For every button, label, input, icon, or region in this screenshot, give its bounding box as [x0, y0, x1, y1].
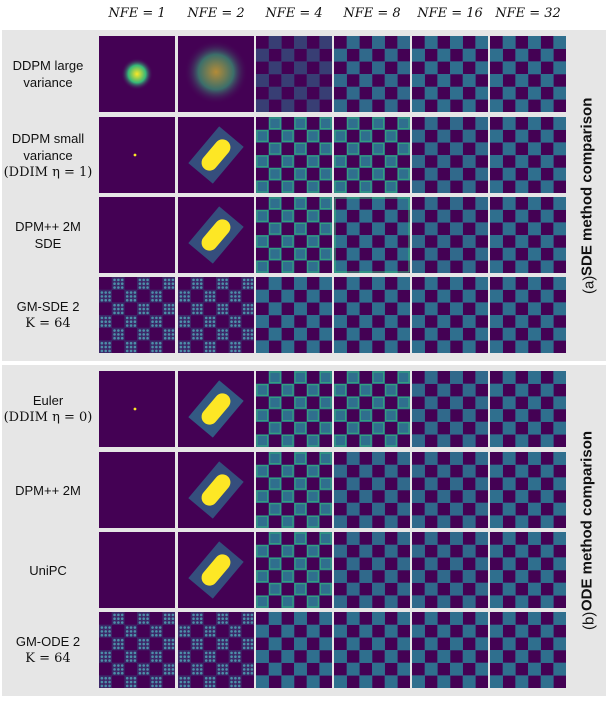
- row-label-line: GM-SDE 2: [16, 299, 80, 314]
- row-label-line: (DDIM η = 0): [3, 410, 93, 425]
- row-label-line: DDPM large: [12, 58, 84, 73]
- row-label-line: K = 64: [25, 316, 71, 331]
- sample-tile-checker-clean: [490, 452, 566, 528]
- row-label-line: DPM++ 2M: [15, 219, 81, 234]
- sample-tile-checker-blurry: [256, 36, 332, 112]
- sample-tile-checker-clean: [256, 277, 332, 353]
- column-header: NFE = 1: [108, 6, 166, 21]
- sample-tile-bar-diagonal: [178, 532, 254, 608]
- sample-tile-checker-clean: [334, 277, 410, 353]
- sample-tile-checker-rings: [256, 452, 332, 528]
- sample-tile-checker-clean: [412, 612, 488, 688]
- sample-tile-checker-clean: [490, 277, 566, 353]
- sample-tile-checker-clean: [490, 532, 566, 608]
- column-header: NFE = 16: [417, 6, 483, 21]
- sample-tile-checker-rings: [334, 371, 410, 447]
- row-label: UniPC: [0, 532, 96, 608]
- sample-tile-checker-grid: [99, 612, 175, 688]
- sample-tile-checker-rings: [256, 371, 332, 447]
- sample-tile-checker: [412, 197, 488, 273]
- sample-tile-checker-rings: [256, 117, 332, 193]
- row-label-line: (DDIM η = 1): [3, 164, 93, 180]
- section-label-prefix: (b): [580, 611, 598, 630]
- row-label: GM-SDE 2 K = 64: [0, 277, 96, 353]
- sample-tile-checker: [334, 452, 410, 528]
- section-label-title: SDE method comparison: [578, 97, 596, 276]
- sample-tile-checker-clean: [490, 36, 566, 112]
- sample-tile-checker: [412, 117, 488, 193]
- sample-tile-bar-diagonal: [178, 117, 254, 193]
- sample-tile-checker-clean: [334, 612, 410, 688]
- column-header: NFE = 2: [187, 6, 245, 21]
- row-label-line: DDPM small: [11, 130, 85, 146]
- row-label-line: variance: [23, 75, 73, 90]
- sample-tile-checker-clean: [490, 612, 566, 688]
- sample-tile-checker: [334, 36, 410, 112]
- sample-tile-checker-rings: [256, 197, 332, 273]
- section-label: (b) ODE method comparison: [576, 365, 602, 696]
- row-label-line: UniPC: [29, 562, 67, 578]
- row-label-line: DPM++ 2M: [15, 482, 81, 498]
- sample-tile-blob-center: [99, 36, 175, 112]
- row-label-line: K = 64: [25, 651, 71, 666]
- sample-tile-bar-noisy: [178, 371, 254, 447]
- sample-tile-checker: [412, 452, 488, 528]
- row-label-line: GM-ODE 2: [15, 634, 81, 649]
- section-label-prefix: (a): [580, 275, 598, 294]
- row-label-line: SDE: [34, 236, 62, 251]
- sample-tile-empty: [99, 197, 175, 273]
- sample-tile-bar-diagonal: [178, 452, 254, 528]
- sample-tile-checker-grid: [99, 277, 175, 353]
- sample-tile-checker-grid: [178, 612, 254, 688]
- row-label: DDPM large variance: [0, 36, 96, 112]
- sample-tile-checker-rings: [256, 532, 332, 608]
- sample-tile-checker: [334, 532, 410, 608]
- sample-tile-checker-clean: [412, 277, 488, 353]
- section-label: (a) SDE method comparison: [576, 30, 602, 361]
- sample-tile-dot: [99, 117, 175, 193]
- sample-tile-empty: [99, 452, 175, 528]
- sample-tile-dot: [99, 371, 175, 447]
- column-header: NFE = 4: [265, 6, 323, 21]
- sample-tile-checker-sharp: [334, 197, 410, 273]
- row-label: GM-ODE 2 K = 64: [0, 612, 96, 688]
- row-label-line: variance: [23, 147, 73, 163]
- sample-tile-blob-diffuse: [178, 36, 254, 112]
- sample-tile-checker-clean: [490, 197, 566, 273]
- sample-tile-bar-diagonal: [178, 197, 254, 273]
- row-label-line: Euler: [32, 393, 64, 408]
- sample-tile-checker: [412, 371, 488, 447]
- row-label: DDPM small variance (DDIM η = 1): [0, 117, 96, 193]
- row-label: Euler (DDIM η = 0): [0, 371, 96, 447]
- section-label-title: ODE method comparison: [578, 431, 596, 612]
- sample-tile-checker-clean: [256, 612, 332, 688]
- sample-tile-checker-clean: [490, 371, 566, 447]
- row-label: DPM++ 2M SDE: [0, 197, 96, 273]
- row-label: DPM++ 2M: [0, 452, 96, 528]
- sample-tile-empty: [99, 532, 175, 608]
- sample-tile-checker: [412, 532, 488, 608]
- column-header: NFE = 32: [495, 6, 561, 21]
- sample-tile-checker-grid: [178, 277, 254, 353]
- sample-tile-checker-clean: [490, 117, 566, 193]
- sample-tile-checker-rings: [334, 117, 410, 193]
- sample-tile-checker-clean: [412, 36, 488, 112]
- column-header: NFE = 8: [343, 6, 401, 21]
